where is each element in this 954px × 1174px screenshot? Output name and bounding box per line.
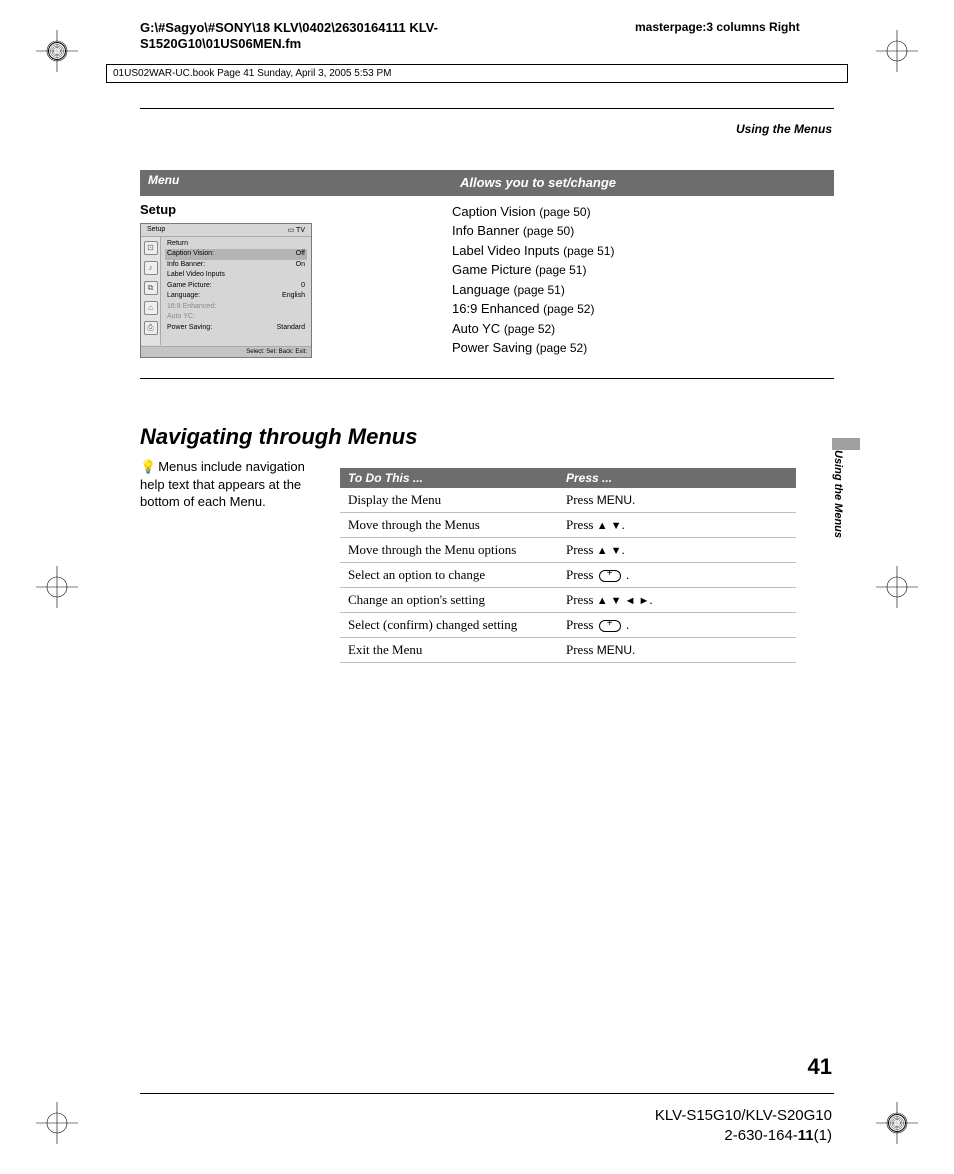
crop-mark-icon xyxy=(36,1102,78,1144)
action-cell: Move through the Menus xyxy=(348,517,566,533)
navigation-table: To Do This ... Press ... Display the Men… xyxy=(340,468,796,663)
menu-item: Game Picture (page 51) xyxy=(452,260,834,280)
action-cell: Exit the Menu xyxy=(348,642,566,658)
press-cell: Press ▲ ▼. xyxy=(566,517,788,533)
menu-item: Caption Vision (page 50) xyxy=(452,202,834,222)
press-cell: Press ▲ ▼ ◄ ►. xyxy=(566,592,788,608)
table-row: Change an option's settingPress ▲ ▼ ◄ ►. xyxy=(340,588,796,613)
menu-table: Menu Allows you to set/change Setup Setu… xyxy=(140,170,834,358)
divider xyxy=(140,378,834,379)
divider xyxy=(140,108,834,109)
crop-mark-icon xyxy=(36,566,78,608)
heading-navigating: Navigating through Menus xyxy=(140,424,417,450)
osd-line: Caption Vision:Off xyxy=(165,249,307,260)
osd-line: Return xyxy=(165,239,307,250)
menu-item: Label Video Inputs (page 51) xyxy=(452,241,834,261)
osd-title: Setup xyxy=(147,226,165,234)
table-row: Select an option to changePress . xyxy=(340,563,796,588)
menu-item: Language (page 51) xyxy=(452,280,834,300)
menu-item: Info Banner (page 50) xyxy=(452,221,834,241)
table-header-cell: Press ... xyxy=(566,471,788,485)
footer-model: KLV-S15G10/KLV-S20G10 xyxy=(655,1106,832,1126)
osd-icon: ⧉ xyxy=(144,281,158,295)
enter-button-icon xyxy=(599,570,621,582)
osd-icon: ♪ xyxy=(144,261,158,275)
setup-label: Setup xyxy=(140,202,452,217)
table-row: Select (confirm) changed settingPress . xyxy=(340,613,796,638)
press-cell: Press ▲ ▼. xyxy=(566,542,788,558)
table-row: Exit the MenuPress MENU. xyxy=(340,638,796,663)
action-cell: Move through the Menu options xyxy=(348,542,566,558)
action-cell: Select (confirm) changed setting xyxy=(348,617,566,633)
osd-help-text: Select: Set: Back: Exit: xyxy=(141,346,311,357)
section-heading: Using the Menus xyxy=(736,122,832,136)
table-header: Menu Allows you to set/change xyxy=(140,170,834,196)
action-cell: Display the Menu xyxy=(348,492,566,508)
tip-icon: 💡 xyxy=(140,459,156,474)
action-cell: Change an option's setting xyxy=(348,592,566,608)
osd-icon: ⌂ xyxy=(144,301,158,315)
page-number: 41 xyxy=(808,1054,832,1080)
file-path: G:\#Sagyo\#SONY\18 KLV\0402\2630164111 K… xyxy=(140,20,520,53)
osd-icon: ⎙ xyxy=(144,321,158,335)
enter-button-icon xyxy=(599,620,621,632)
divider xyxy=(140,1093,834,1094)
osd-line: 16:9 Enhanced: xyxy=(165,302,307,313)
footer: KLV-S15G10/KLV-S20G10 2-630-164-11(1) xyxy=(655,1106,832,1147)
side-tab: Using the Menus xyxy=(832,450,846,580)
table-header-cell: Allows you to set/change xyxy=(460,173,826,193)
table-row: Move through the MenusPress ▲ ▼. xyxy=(340,513,796,538)
press-cell: Press MENU. xyxy=(566,492,788,508)
osd-line: Info Banner:On xyxy=(165,260,307,271)
press-cell: Press . xyxy=(566,617,788,633)
table-header-cell: Menu xyxy=(148,173,460,193)
osd-icon-strip: ⊡ ♪ ⧉ ⌂ ⎙ xyxy=(141,237,161,345)
tip-text: 💡Menus include navigation help text that… xyxy=(140,458,320,511)
osd-line: Language:English xyxy=(165,291,307,302)
crop-mark-icon xyxy=(36,30,78,72)
osd-list: ReturnCaption Vision:OffInfo Banner:OnLa… xyxy=(161,237,311,345)
crop-mark-icon xyxy=(876,1102,918,1144)
book-meta: 01US02WAR-UC.book Page 41 Sunday, April … xyxy=(106,64,848,83)
masterpage-label: masterpage:3 columns Right xyxy=(635,20,800,34)
menu-item: 16:9 Enhanced (page 52) xyxy=(452,299,834,319)
crop-mark-icon xyxy=(876,30,918,72)
table-row: Setup Setup ▭ TV ⊡ ♪ ⧉ ⌂ ⎙ ReturnCaption… xyxy=(140,196,834,358)
side-tab-marker xyxy=(832,438,860,450)
action-cell: Select an option to change xyxy=(348,567,566,583)
osd-line: Label Video Inputs xyxy=(165,270,307,281)
osd-line: Auto YC: xyxy=(165,312,307,323)
menu-item: Auto YC (page 52) xyxy=(452,319,834,339)
press-cell: Press MENU. xyxy=(566,642,788,658)
table-row: Display the MenuPress MENU. xyxy=(340,488,796,513)
side-tab-label: Using the Menus xyxy=(832,450,844,538)
footer-partno: 2-630-164-11(1) xyxy=(655,1126,832,1146)
osd-screenshot: Setup ▭ TV ⊡ ♪ ⧉ ⌂ ⎙ ReturnCaption Visio… xyxy=(140,223,312,358)
menu-item: Power Saving (page 52) xyxy=(452,338,834,358)
crop-mark-icon xyxy=(876,566,918,608)
osd-icon: ⊡ xyxy=(144,241,158,255)
osd-source: ▭ TV xyxy=(288,226,305,234)
table-header: To Do This ... Press ... xyxy=(340,468,796,488)
osd-line: Power Saving:Standard xyxy=(165,323,307,334)
press-cell: Press . xyxy=(566,567,788,583)
table-header-cell: To Do This ... xyxy=(348,471,566,485)
osd-line: Game Picture:0 xyxy=(165,281,307,292)
table-row: Move through the Menu optionsPress ▲ ▼. xyxy=(340,538,796,563)
